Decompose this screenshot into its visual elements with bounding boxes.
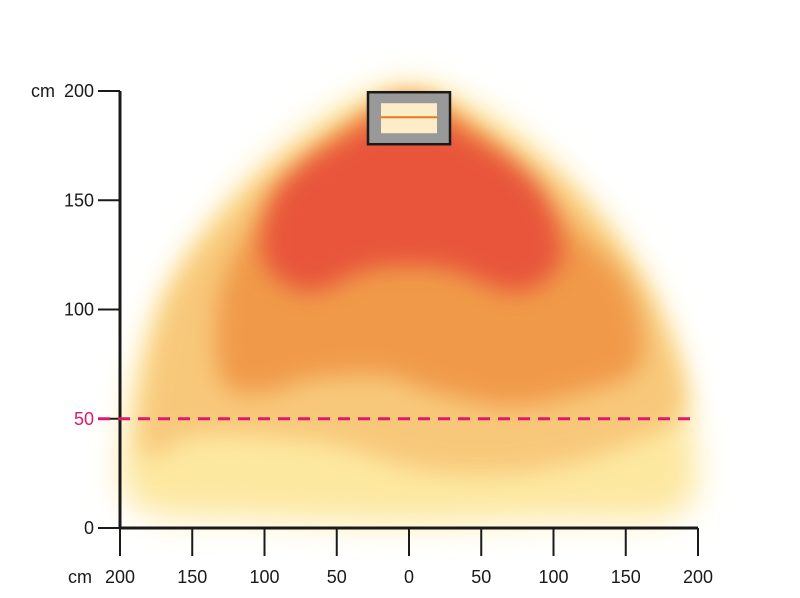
heat-zone-very-high — [262, 108, 562, 293]
x-tick-label: 200 — [105, 567, 135, 587]
y-tick-label: 200 — [64, 81, 94, 101]
reference-line-label: 50 — [74, 409, 94, 429]
y-tick-label: 0 — [84, 518, 94, 538]
x-tick-label: 50 — [471, 567, 491, 587]
x-tick-label: 100 — [249, 567, 279, 587]
reference-line-group: 50 — [74, 409, 698, 429]
x-tick-label: 100 — [538, 567, 568, 587]
x-tick-label: 50 — [327, 567, 347, 587]
heater-icon — [366, 90, 452, 146]
x-tick-label: 200 — [683, 567, 713, 587]
y-tick-label: 150 — [64, 190, 94, 210]
y-tick-label: 100 — [64, 300, 94, 320]
x-tick-label: 0 — [404, 567, 414, 587]
x-tick-label: 150 — [177, 567, 207, 587]
axes: 0 100 150 200 200 150 100 50 0 50 100 150 200 cm cm — [31, 81, 713, 587]
x-unit-label: cm — [68, 567, 92, 587]
y-unit-label: cm — [31, 81, 55, 101]
heat-zones — [120, 84, 698, 524]
x-tick-label: 150 — [611, 567, 641, 587]
